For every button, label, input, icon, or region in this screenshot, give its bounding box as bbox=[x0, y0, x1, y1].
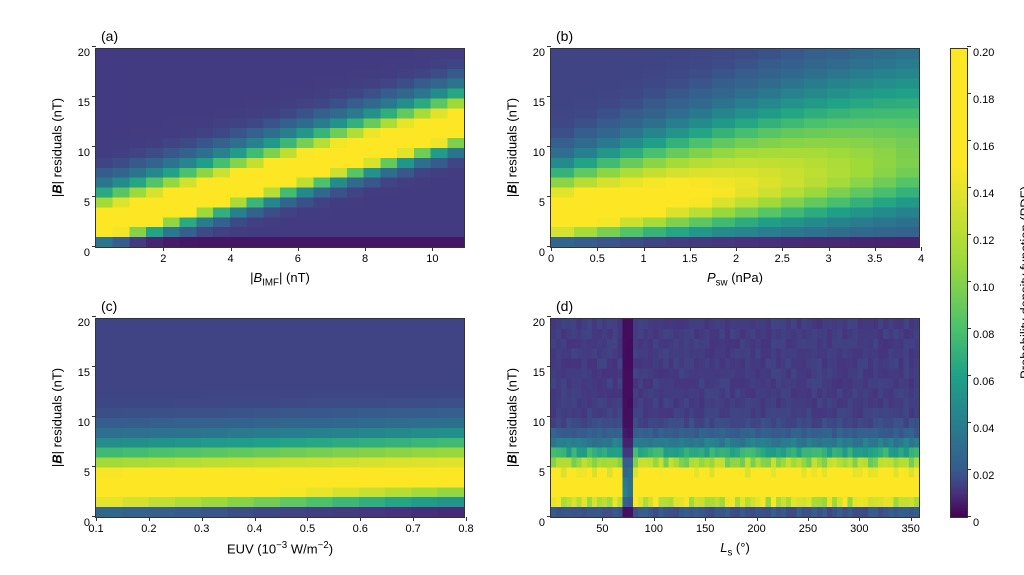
colorbar-tick: 0.10 bbox=[973, 282, 994, 294]
panel-d-xlabel: Ls (°) bbox=[550, 540, 920, 559]
xtick: 2 bbox=[733, 253, 739, 265]
colorbar-tick: 0.14 bbox=[973, 188, 994, 200]
ytick: 5 bbox=[84, 467, 90, 479]
ytick: 20 bbox=[78, 317, 90, 329]
ytick: 15 bbox=[78, 367, 90, 379]
panel-d-ylabel: |B| residuals (nT) bbox=[505, 318, 520, 518]
ytick: 15 bbox=[78, 97, 90, 109]
ytick: 15 bbox=[533, 97, 545, 109]
colorbar-tick: 0.08 bbox=[973, 329, 994, 341]
xtick: 300 bbox=[850, 523, 868, 535]
xtick: 6 bbox=[295, 253, 301, 265]
xtick: 10 bbox=[426, 253, 438, 265]
xtick: 0.3 bbox=[194, 523, 209, 535]
colorbar-tick: 0.04 bbox=[973, 423, 994, 435]
panel-b-xlabel: Psw (nPa) bbox=[550, 270, 920, 289]
panel-b-label: (b) bbox=[556, 28, 573, 44]
panel-b-ylabel: |B| residuals (nT) bbox=[505, 48, 520, 248]
ytick: 20 bbox=[533, 317, 545, 329]
xtick: 8 bbox=[362, 253, 368, 265]
ytick: 15 bbox=[533, 367, 545, 379]
ytick: 0 bbox=[539, 247, 545, 259]
ytick: 0 bbox=[84, 247, 90, 259]
xtick: 1 bbox=[640, 253, 646, 265]
panel-b: (b) 0510152000.511.522.533.54 |B| residu… bbox=[550, 48, 920, 248]
panel-a-heatmap bbox=[96, 49, 464, 247]
panel-d-heatmap bbox=[551, 319, 919, 517]
colorbar: 00.020.040.060.080.100.120.140.160.180.2… bbox=[950, 48, 968, 518]
colorbar-tick: 0.16 bbox=[973, 141, 994, 153]
xtick: 0 bbox=[548, 253, 554, 265]
panel-b-plot: 0510152000.511.522.533.54 bbox=[550, 48, 920, 248]
panel-a: (a) 05101520246810 |B| residuals (nT) |B… bbox=[95, 48, 465, 248]
panel-a-plot: 05101520246810 bbox=[95, 48, 465, 248]
xtick: 100 bbox=[645, 523, 663, 535]
xtick: 2.5 bbox=[775, 253, 790, 265]
colorbar-tick: 0.02 bbox=[973, 470, 994, 482]
xtick: 0.1 bbox=[88, 523, 103, 535]
xtick: 0.8 bbox=[458, 523, 473, 535]
xtick: 0.6 bbox=[353, 523, 368, 535]
ytick: 10 bbox=[78, 417, 90, 429]
panel-c: (c) 051015200.10.20.30.40.50.60.70.8 |B|… bbox=[95, 318, 465, 518]
ytick: 0 bbox=[539, 517, 545, 529]
colorbar-gradient bbox=[951, 49, 967, 517]
panel-c-ylabel: |B| residuals (nT) bbox=[50, 318, 65, 518]
xtick: 3.5 bbox=[867, 253, 882, 265]
xtick: 150 bbox=[696, 523, 714, 535]
xtick: 3 bbox=[825, 253, 831, 265]
ytick: 20 bbox=[533, 47, 545, 59]
ytick: 20 bbox=[78, 47, 90, 59]
xtick: 0.5 bbox=[300, 523, 315, 535]
colorbar-tick: 0.18 bbox=[973, 94, 994, 106]
panel-d-label: (d) bbox=[556, 298, 573, 314]
panel-c-plot: 051015200.10.20.30.40.50.60.70.8 bbox=[95, 318, 465, 518]
xtick: 50 bbox=[596, 523, 608, 535]
panel-a-xlabel: |BIMF| (nT) bbox=[95, 270, 465, 289]
ytick: 10 bbox=[533, 417, 545, 429]
xtick: 0.4 bbox=[247, 523, 262, 535]
xtick: 250 bbox=[799, 523, 817, 535]
xtick: 1.5 bbox=[682, 253, 697, 265]
panel-d-plot: 0510152050100150200250300350 bbox=[550, 318, 920, 518]
panel-a-label: (a) bbox=[101, 28, 118, 44]
panel-c-xlabel: EUV (10−3 W/m−2) bbox=[95, 540, 465, 556]
panel-a-ylabel: |B| residuals (nT) bbox=[50, 48, 65, 248]
colorbar-label: Probability density function (PDF) bbox=[1018, 48, 1024, 518]
xtick: 0.7 bbox=[405, 523, 420, 535]
panel-c-label: (c) bbox=[101, 298, 117, 314]
xtick: 200 bbox=[747, 523, 765, 535]
xtick: 2 bbox=[160, 253, 166, 265]
xtick: 4 bbox=[227, 253, 233, 265]
colorbar-tick: 0.20 bbox=[973, 47, 994, 59]
xtick: 4 bbox=[918, 253, 924, 265]
ytick: 5 bbox=[84, 197, 90, 209]
xtick: 0.2 bbox=[141, 523, 156, 535]
panel-c-heatmap bbox=[96, 319, 464, 517]
ytick: 10 bbox=[533, 147, 545, 159]
ytick: 10 bbox=[78, 147, 90, 159]
panel-b-heatmap bbox=[551, 49, 919, 247]
xtick: 0.5 bbox=[590, 253, 605, 265]
ytick: 5 bbox=[539, 197, 545, 209]
xtick: 350 bbox=[902, 523, 920, 535]
figure: (a) 05101520246810 |B| residuals (nT) |B… bbox=[40, 20, 984, 550]
colorbar-tick: 0 bbox=[973, 517, 979, 529]
panel-d: (d) 0510152050100150200250300350 |B| res… bbox=[550, 318, 920, 518]
ytick: 5 bbox=[539, 467, 545, 479]
colorbar-tick: 0.12 bbox=[973, 235, 994, 247]
colorbar-tick: 0.06 bbox=[973, 376, 994, 388]
